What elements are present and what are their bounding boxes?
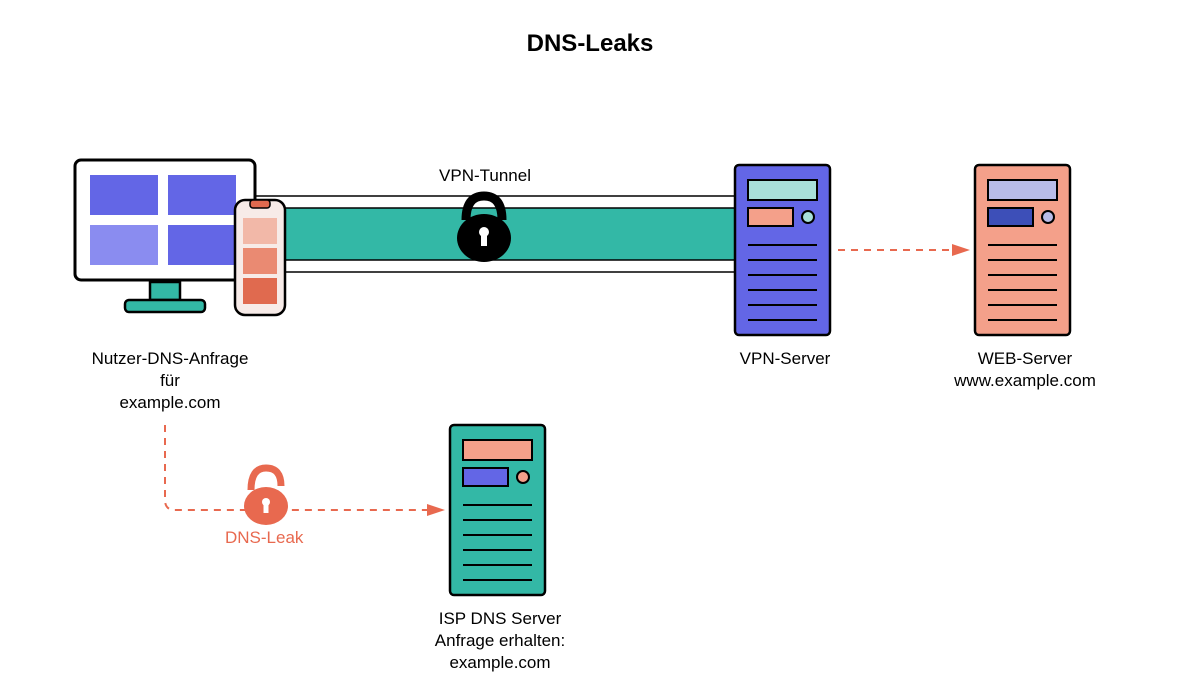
vpn-server-icon xyxy=(735,165,830,335)
lock-open-icon xyxy=(244,468,288,525)
user-dns-line2: für xyxy=(160,371,180,390)
web-server-icon xyxy=(975,165,1070,335)
isp-server-label: ISP DNS Server Anfrage erhalten: example… xyxy=(420,608,580,674)
dns-leak-label: DNS-Leak xyxy=(225,528,303,548)
user-monitor xyxy=(75,160,255,312)
web-server-line2: www.example.com xyxy=(954,371,1096,390)
diagram-canvas xyxy=(0,0,1180,683)
user-dns-line3: example.com xyxy=(119,393,220,412)
isp-line1: ISP DNS Server xyxy=(439,609,562,628)
web-server-label: WEB-Server www.example.com xyxy=(945,348,1105,392)
user-dns-label: Nutzer-DNS-Anfrage für example.com xyxy=(70,348,270,414)
arrow-dns-leak xyxy=(165,425,443,510)
isp-line3: example.com xyxy=(449,653,550,672)
user-phone xyxy=(235,200,285,315)
user-dns-line1: Nutzer-DNS-Anfrage xyxy=(92,349,249,368)
vpn-server-label: VPN-Server xyxy=(720,348,850,370)
isp-server-icon xyxy=(450,425,545,595)
isp-line2: Anfrage erhalten: xyxy=(435,631,565,650)
web-server-line1: WEB-Server xyxy=(978,349,1072,368)
lock-closed-icon xyxy=(457,196,511,262)
vpn-tunnel-label: VPN-Tunnel xyxy=(430,165,540,187)
